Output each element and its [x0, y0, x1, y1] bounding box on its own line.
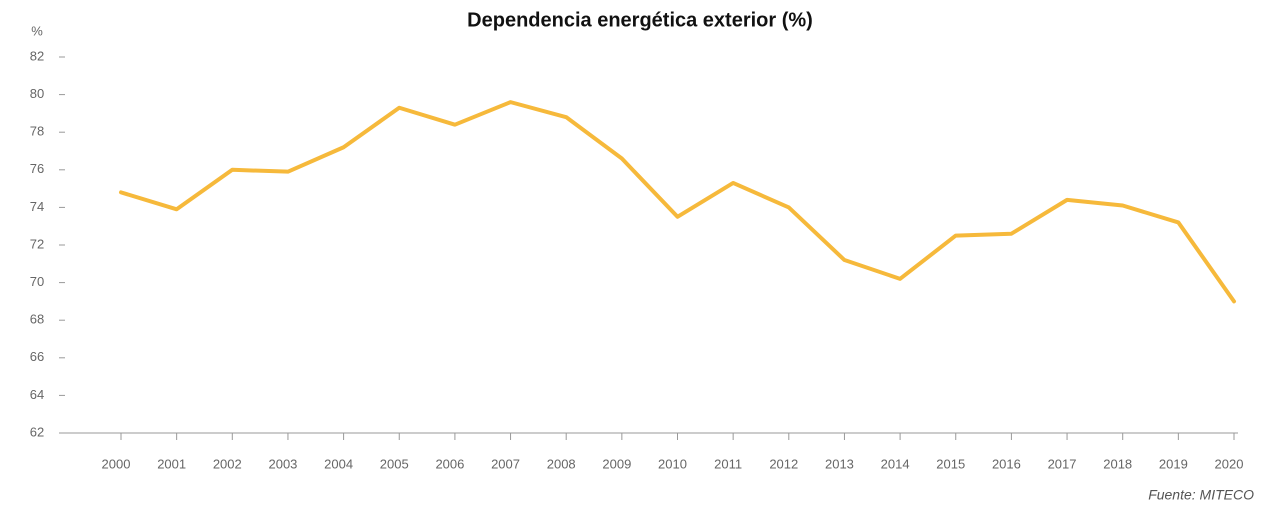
x-tick-label: 2002: [213, 456, 242, 471]
x-tick-label: 2018: [1103, 456, 1132, 471]
x-tick-label: 2020: [1215, 456, 1244, 471]
y-tick-label: 78: [30, 124, 44, 139]
y-tick-label: 64: [30, 387, 44, 402]
x-tick-label: 2019: [1159, 456, 1188, 471]
y-axis-label: %: [31, 23, 43, 38]
x-tick-label: 2001: [157, 456, 186, 471]
x-tick-label: 2015: [936, 456, 965, 471]
x-tick-label: 2005: [380, 456, 409, 471]
line: [119, 100, 1236, 304]
x-tick-label: 2009: [602, 456, 631, 471]
y-tick-label: 80: [30, 86, 44, 101]
chart-title: Dependencia energética exterior (%): [467, 9, 813, 31]
x-tick-label: 2017: [1048, 456, 1077, 471]
y-tick-label: 82: [30, 48, 44, 63]
y-tick-label: 72: [30, 236, 44, 251]
x-tick-label: 2013: [825, 456, 854, 471]
y-tick-label: 66: [30, 349, 44, 364]
x-tick-label: 2003: [268, 456, 297, 471]
y-tick-label: 68: [30, 312, 44, 327]
x-tick-label: 2016: [992, 456, 1021, 471]
x-tick-label: 2004: [324, 456, 353, 471]
y-tick-label: 74: [30, 199, 44, 214]
x-tick-label: 2008: [547, 456, 576, 471]
x-tick-label: 2007: [491, 456, 520, 471]
x-tick-label: 2014: [881, 456, 910, 471]
x-tick-label: 2010: [658, 456, 687, 471]
x-tick-label: 2000: [102, 456, 131, 471]
y-tick-label: 76: [30, 161, 44, 176]
y-tick-label: 62: [30, 424, 44, 439]
x-tick-label: 2011: [714, 456, 742, 471]
x-tick-label: 2012: [769, 456, 798, 471]
y-tick-label: 70: [30, 274, 44, 289]
source: Fuente: MITECO: [1148, 487, 1254, 503]
x-tick-label: 2006: [435, 456, 464, 471]
